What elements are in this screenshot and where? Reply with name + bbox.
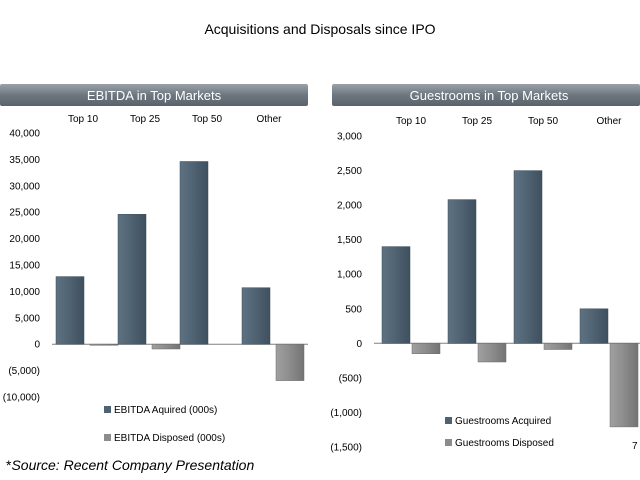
ebitda-acquired-bar xyxy=(117,214,147,345)
source-note: *Source: Recent Company Presentation xyxy=(6,457,254,473)
guestrooms-disposed-bar xyxy=(609,343,639,428)
guestrooms-ytick-label: 1,000 xyxy=(337,270,362,281)
source-asterisk: * xyxy=(6,457,12,473)
ebitda-ytick-label: 10,000 xyxy=(9,287,40,298)
guestrooms-category-label: Top 25 xyxy=(462,116,492,127)
guestrooms-disposed-bar xyxy=(411,343,441,354)
guestrooms-ytick-label: (1,500) xyxy=(330,443,362,454)
ebitda-chart-header: EBITDA in Top Markets xyxy=(0,84,308,106)
guestrooms-acquired-bar xyxy=(579,308,609,344)
ebitda-category-label: Other xyxy=(256,114,282,125)
ebitda-ytick-label: 20,000 xyxy=(9,234,40,245)
guestrooms-disposed-bar xyxy=(477,343,507,363)
guestrooms-chart-title: Guestrooms in Top Markets xyxy=(410,88,569,103)
guestrooms-legend-swatch xyxy=(445,417,452,424)
guestrooms-acquired-bar xyxy=(381,246,411,344)
ebitda-disposed-bar xyxy=(151,343,181,350)
ebitda-ytick-label: 25,000 xyxy=(9,208,40,219)
ebitda-legend-label: EBITDA Disposed (000s) xyxy=(114,433,225,444)
ebitda-category-label: Top 10 xyxy=(68,114,98,125)
ebitda-chart-title: EBITDA in Top Markets xyxy=(87,88,222,103)
ebitda-ytick-label: 30,000 xyxy=(9,181,40,192)
ebitda-ytick-label: 0 xyxy=(34,340,40,351)
ebitda-ytick-label: 15,000 xyxy=(9,261,40,272)
ebitda-category-label: Top 50 xyxy=(192,114,222,125)
guestrooms-ytick-label: 3,000 xyxy=(337,132,362,143)
guestrooms-acquired-bar xyxy=(447,199,477,344)
guestrooms-legend-swatch xyxy=(445,439,452,446)
guestrooms-acquired-bar xyxy=(513,170,543,344)
ebitda-acquired-bar xyxy=(241,287,271,345)
guestrooms-legend-label: Guestrooms Disposed xyxy=(455,438,554,449)
ebitda-legend-label: EBITDA Aquired (000s) xyxy=(114,405,217,416)
guestrooms-ytick-label: 2,000 xyxy=(337,201,362,212)
guestrooms-category-label: Top 10 xyxy=(396,116,426,127)
guestrooms-ytick-label: (500) xyxy=(339,373,362,384)
guestrooms-category-label: Other xyxy=(596,116,622,127)
guestrooms-ytick-label: 2,500 xyxy=(337,166,362,177)
ebitda-ytick-label: 35,000 xyxy=(9,155,40,166)
guestrooms-chart-header: Guestrooms in Top Markets xyxy=(332,84,640,106)
guestrooms-disposed-bar xyxy=(543,343,573,350)
guestrooms-ytick-label: 1,500 xyxy=(337,235,362,246)
page-title: Acquisitions and Disposals since IPO xyxy=(204,21,436,37)
guestrooms-chart: (1,500) (1,000) (500) 0 500 1,000 1,500 2,000 2,… xyxy=(330,116,640,454)
guestrooms-ytick-label: 500 xyxy=(345,304,362,315)
ebitda-acquired-bar xyxy=(55,276,85,345)
guestrooms-legend-label: Guestrooms Acquired xyxy=(455,416,551,427)
ebitda-category-label: Top 25 xyxy=(130,114,160,125)
ebitda-ytick-label: (5,000) xyxy=(8,366,40,377)
guestrooms-category-label: Top 50 xyxy=(528,116,558,127)
guestrooms-ytick-label: 0 xyxy=(356,339,362,350)
ebitda-ytick-label: 5,000 xyxy=(15,313,40,324)
ebitda-disposed-bar xyxy=(275,343,305,381)
guestrooms-annotation: 7 xyxy=(632,441,638,452)
ebitda-chart: (10,000) (5,000) 0 5,000 10,000 15,000 20,000 2… xyxy=(3,114,308,444)
ebitda-acquired-bar xyxy=(179,161,209,345)
ebitda-ytick-label: (10,000) xyxy=(3,393,40,404)
source-text: Source: Recent Company Presentation xyxy=(11,457,255,473)
guestrooms-ytick-label: (1,000) xyxy=(330,408,362,419)
ebitda-disposed-bar xyxy=(89,343,119,346)
ebitda-legend-swatch xyxy=(104,434,111,441)
ebitda-ytick-label: 40,000 xyxy=(9,129,40,140)
ebitda-legend-swatch xyxy=(104,406,111,413)
